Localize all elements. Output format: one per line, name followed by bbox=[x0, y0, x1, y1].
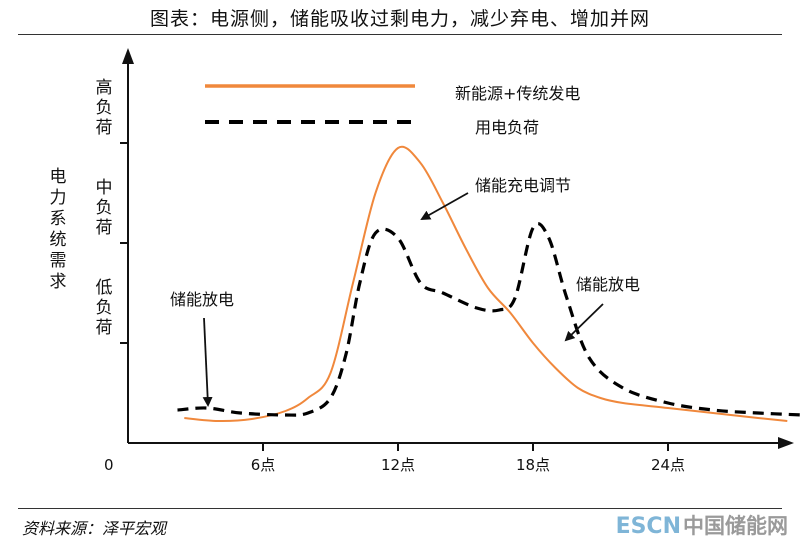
origin-label: 0 bbox=[104, 456, 114, 474]
x-tick-label: 18点 bbox=[516, 456, 550, 474]
footer-rule bbox=[18, 508, 782, 509]
title-rule bbox=[18, 34, 782, 35]
annotation-charge: 储能充电调节 bbox=[475, 176, 571, 195]
source-note: 资料来源：泽平宏观 bbox=[22, 519, 167, 538]
series-line-load bbox=[177, 222, 800, 417]
y-tick-label: 高负荷 bbox=[96, 78, 113, 138]
brand-logo: ESCN 中国储能网 bbox=[616, 510, 788, 540]
annotation-discharge-left: 储能放电 bbox=[170, 290, 234, 309]
x-axis-arrow bbox=[778, 437, 794, 449]
annotation-discharge-right: 储能放电 bbox=[576, 275, 640, 294]
annotation-charge-arrow bbox=[420, 192, 469, 220]
chart-title: 图表：电源侧，储能吸收过剩电力，减少弃电、增加并网 bbox=[149, 8, 650, 30]
series-line-generation bbox=[184, 145, 788, 423]
brand-logo-name: 中国储能网 bbox=[683, 514, 788, 538]
legend-label-load: 用电负荷 bbox=[475, 118, 539, 137]
x-tick-label: 6点 bbox=[251, 456, 276, 474]
legend-label-generation: 新能源+传统发电 bbox=[455, 84, 580, 103]
x-tick-label: 12点 bbox=[381, 456, 415, 474]
y-tick-label: 中负荷 bbox=[96, 178, 113, 238]
y-tick-label: 低负荷 bbox=[96, 278, 113, 338]
y-axis-label: 电力系统需求 bbox=[50, 167, 67, 292]
x-tick-label: 24点 bbox=[651, 456, 685, 474]
brand-logo-escn: ESCN bbox=[615, 514, 681, 539]
y-axis-arrow bbox=[122, 48, 134, 64]
annotation-discharge-right-arrow bbox=[564, 303, 604, 342]
annotation-discharge-left-arrow bbox=[202, 317, 213, 407]
